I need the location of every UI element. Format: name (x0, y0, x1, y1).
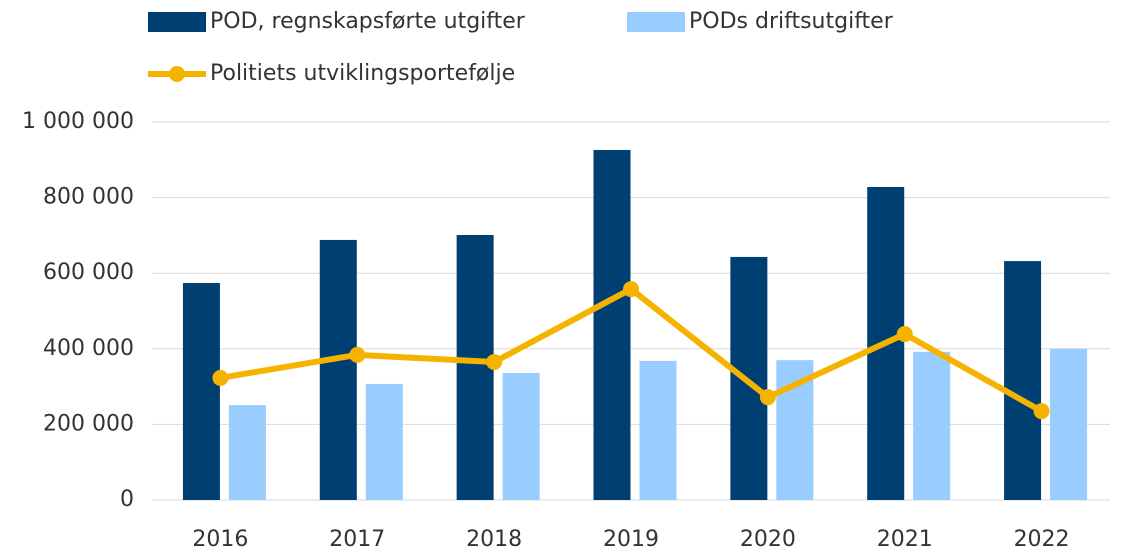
line-marker (1033, 403, 1050, 420)
bar (1050, 348, 1088, 500)
x-tick-label: 2022 (1014, 527, 1070, 552)
legend-swatch (627, 12, 685, 32)
y-tick-label: 600 000 (43, 260, 134, 285)
line-marker (759, 389, 776, 406)
x-tick-label: 2016 (192, 527, 248, 552)
x-tick-label: 2019 (603, 527, 659, 552)
bar (182, 283, 220, 500)
bar (456, 235, 494, 500)
legend-label: POD, regnskapsførte utgifter (210, 9, 526, 34)
legend-label: PODs driftsutgifter (689, 9, 894, 34)
legend-swatch (148, 12, 206, 32)
bar (365, 383, 403, 500)
bar (319, 239, 357, 500)
bar (639, 360, 677, 500)
x-tick-label: 2018 (466, 527, 522, 552)
y-tick-label: 400 000 (43, 336, 134, 361)
legend-label: Politiets utviklingsportefølje (210, 61, 515, 86)
bar (1004, 261, 1042, 500)
x-tick-label: 2017 (329, 527, 385, 552)
y-tick-label: 800 000 (43, 185, 134, 210)
bar (228, 405, 266, 500)
line-marker (486, 354, 503, 371)
line-marker (349, 346, 366, 363)
bar (502, 372, 540, 500)
line-marker (212, 369, 229, 386)
bar (913, 351, 951, 500)
legend-marker (169, 66, 185, 82)
bar (593, 149, 631, 501)
y-tick-label: 200 000 (43, 411, 134, 436)
line-marker (896, 326, 913, 343)
line-marker (623, 281, 639, 298)
x-tick-label: 2021 (877, 527, 933, 552)
y-tick-label: 0 (120, 487, 134, 512)
y-tick-label: 1 000 000 (22, 109, 134, 134)
x-tick-label: 2020 (740, 527, 796, 552)
